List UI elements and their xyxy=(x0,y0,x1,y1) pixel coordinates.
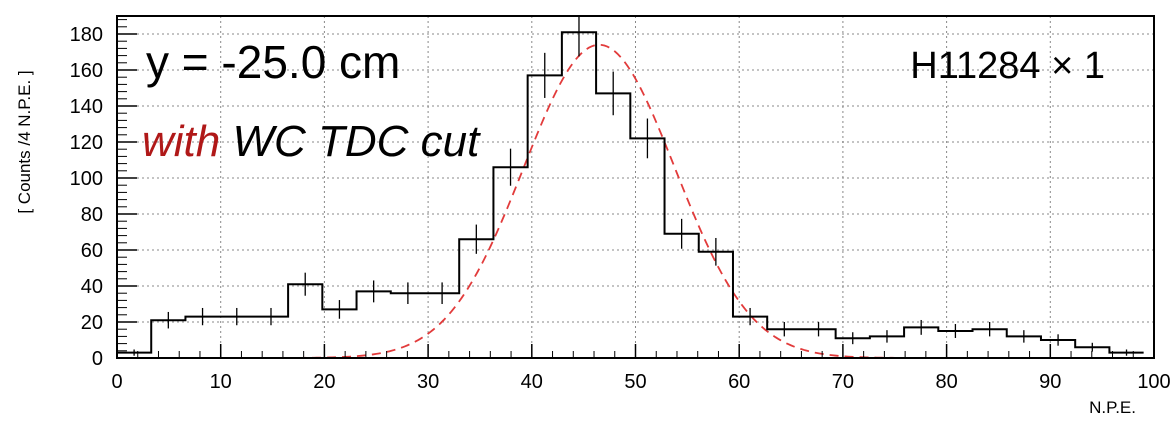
x-tick-label: 20 xyxy=(313,371,335,393)
cut-annotation-suffix: WC TDC cut xyxy=(220,117,481,166)
y-tick-label: 100 xyxy=(70,168,103,190)
histogram-bin xyxy=(596,93,630,358)
cut-annotation-prefix: with xyxy=(142,117,220,166)
x-tick-label: 30 xyxy=(417,371,439,393)
y-axis-title: [ Counts /4 N.P.E. ] xyxy=(15,70,34,213)
histogram-bin xyxy=(459,239,493,358)
y-tick-label: 140 xyxy=(70,96,103,118)
histogram-bin xyxy=(528,75,562,358)
histogram-bin xyxy=(699,252,733,358)
y-tick-label: 120 xyxy=(70,132,103,154)
y-tick-label: 20 xyxy=(81,312,103,334)
x-tick-label: 50 xyxy=(624,371,646,393)
x-tick-label: 0 xyxy=(111,371,122,393)
x-tick-label: 80 xyxy=(935,371,957,393)
y-tick-label: 40 xyxy=(81,276,103,298)
y-tick-label: 160 xyxy=(70,60,103,82)
histogram-bin xyxy=(665,234,699,358)
histogram-layer xyxy=(116,31,1144,358)
x-tick-label: 90 xyxy=(1039,371,1061,393)
x-tick-labels: 0 10 20 30 40 50 60 70 80 90 100 xyxy=(111,371,1170,393)
detector-annotation: H11284 × 1 xyxy=(910,45,1105,87)
x-tick-label: 100 xyxy=(1137,371,1170,393)
y-tick-label: 60 xyxy=(81,240,103,262)
position-annotation: y = -25.0 cm xyxy=(146,36,400,88)
x-tick-label: 40 xyxy=(521,371,543,393)
grid-lines xyxy=(117,16,1154,358)
y-tick-label: 180 xyxy=(70,24,103,46)
axis-ticks xyxy=(116,19,1155,359)
histogram-bin xyxy=(493,167,527,358)
histogram-bin xyxy=(630,138,664,358)
y-tick-label: 0 xyxy=(92,348,103,370)
histogram-bin xyxy=(562,32,596,358)
x-axis-title: N.P.E. xyxy=(1089,398,1136,417)
error-bars-layer xyxy=(133,16,1128,356)
cut-annotation: with WC TDC cut xyxy=(142,117,481,166)
x-tick-label: 60 xyxy=(728,371,750,393)
x-tick-label: 70 xyxy=(832,371,854,393)
x-tick-label: 10 xyxy=(210,371,232,393)
histogram-outline xyxy=(116,31,1144,358)
y-tick-labels: 0 20 40 60 80 100 120 140 160 180 xyxy=(70,24,103,370)
y-tick-label: 80 xyxy=(81,204,103,226)
